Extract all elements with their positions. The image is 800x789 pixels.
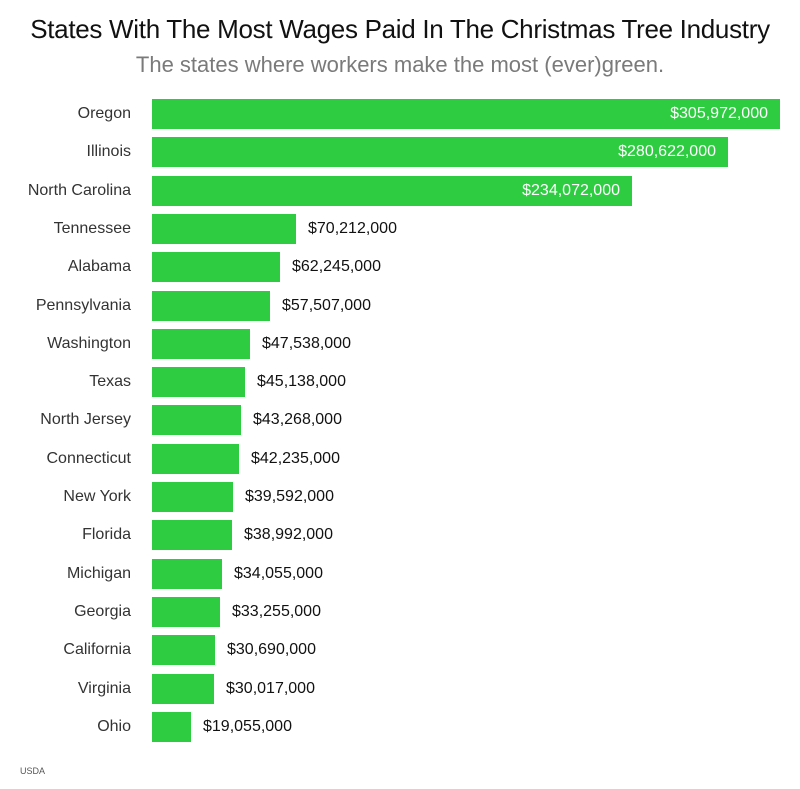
- bar: [152, 443, 239, 474]
- bar: [152, 213, 296, 244]
- value-label: $57,507,000: [282, 296, 371, 314]
- category-label: Florida: [82, 526, 131, 544]
- value-label: $42,235,000: [251, 449, 340, 467]
- source-note: USDA: [20, 766, 46, 776]
- bar: [152, 252, 280, 283]
- value-label: $30,690,000: [227, 641, 316, 659]
- bar-row: Illinois $280,622,000: [0, 137, 800, 168]
- bar-row: Michigan $34,055,000: [0, 558, 800, 589]
- value-label: $70,212,000: [308, 219, 397, 237]
- bar-row: Florida $38,992,000: [0, 520, 800, 551]
- bar-row: Pennsylvania $57,507,000: [0, 290, 800, 321]
- category-label: Illinois: [86, 143, 131, 161]
- bar-row: Alabama $62,245,000: [0, 252, 800, 283]
- bar: [152, 290, 270, 321]
- category-label: Connecticut: [46, 449, 132, 467]
- bar: [152, 673, 214, 704]
- value-label: $33,255,000: [232, 602, 321, 620]
- category-label: Alabama: [67, 258, 131, 276]
- bar: [152, 711, 191, 742]
- bar: [152, 175, 632, 206]
- category-label: North Jersey: [40, 411, 131, 429]
- bar: [152, 596, 220, 627]
- category-label: Texas: [89, 373, 131, 391]
- value-label: $34,055,000: [234, 564, 323, 582]
- value-label: $305,972,000: [670, 105, 768, 122]
- bar-row: Georgia $33,255,000: [0, 596, 800, 627]
- value-label: $19,055,000: [203, 717, 292, 735]
- value-label: $45,138,000: [257, 373, 346, 391]
- value-label: $30,017,000: [226, 679, 315, 697]
- value-label: $280,622,000: [618, 143, 716, 161]
- bar-row: Texas $45,138,000: [0, 367, 800, 398]
- bar: [152, 99, 780, 129]
- category-label: Oregon: [77, 105, 131, 122]
- bar: [152, 482, 233, 512]
- category-label: Virginia: [77, 679, 131, 697]
- bar-row: Virginia $30,017,000: [0, 673, 800, 704]
- category-label: Pennsylvania: [35, 296, 131, 314]
- bar-row: Ohio $19,055,000: [0, 711, 800, 742]
- bar-row: Connecticut $42,235,000: [0, 443, 800, 474]
- chart-title: States With The Most Wages Paid In The C…: [30, 14, 770, 44]
- bar: [152, 520, 232, 551]
- bar-row: Oregon $305,972,000: [0, 99, 800, 129]
- value-label: $47,538,000: [262, 334, 351, 352]
- category-label: California: [63, 641, 131, 659]
- bar-row: Washington $47,538,000: [0, 328, 800, 359]
- chart-subtitle: The states where workers make the most (…: [135, 52, 665, 77]
- category-label: Washington: [47, 334, 131, 352]
- bar: [152, 558, 222, 589]
- bar: [152, 137, 728, 168]
- value-label: $39,592,000: [245, 488, 334, 505]
- bar: [152, 367, 245, 398]
- category-label: Georgia: [74, 602, 131, 620]
- value-label: $38,992,000: [244, 526, 333, 544]
- value-label: $234,072,000: [522, 181, 620, 199]
- bar: [152, 635, 215, 666]
- category-label: Tennessee: [53, 219, 131, 237]
- category-label: Ohio: [97, 717, 131, 735]
- bar-row: Tennessee $70,212,000: [0, 213, 800, 244]
- bar-row: North Carolina $234,072,000: [0, 175, 800, 206]
- category-label: New York: [63, 488, 131, 505]
- category-label: North Carolina: [27, 181, 131, 199]
- value-label: $43,268,000: [253, 411, 342, 429]
- bar: [152, 405, 241, 436]
- bar-row: California $30,690,000: [0, 635, 800, 666]
- value-label: $62,245,000: [292, 258, 381, 276]
- bar-row: North Jersey $43,268,000: [0, 405, 800, 436]
- bar-row: New York $39,592,000: [0, 482, 800, 512]
- bar: [152, 328, 250, 359]
- category-label: Michigan: [66, 564, 131, 582]
